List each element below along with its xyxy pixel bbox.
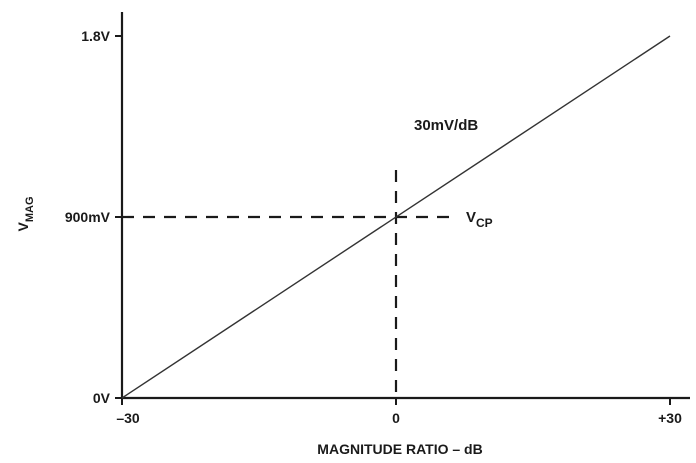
x-tick-label: 0 — [392, 410, 400, 426]
x-axis-title: MAGNITUDE RATIO – dB — [317, 441, 482, 457]
transfer-function-line — [121, 35, 671, 399]
y-tick-label: 900mV — [65, 209, 111, 225]
y-axis-title-main: V — [15, 222, 31, 232]
vcp-label: VCP — [466, 209, 493, 230]
y-ticks: 0V 900mV 1.8V — [65, 28, 122, 406]
y-axis-title-sub: MAG — [24, 196, 36, 222]
x-ticks: –30 0 +30 — [116, 398, 682, 426]
y-tick-label: 0V — [93, 390, 111, 406]
slope-annotation: 30mV/dB — [414, 117, 478, 134]
y-axis-title: VMAG — [15, 196, 36, 231]
vcp-label-main: V — [466, 209, 476, 226]
x-tick-label: +30 — [658, 410, 682, 426]
x-tick-label: –30 — [116, 410, 140, 426]
vcp-label-sub: CP — [476, 216, 493, 230]
y-tick-label: 1.8V — [81, 28, 110, 44]
